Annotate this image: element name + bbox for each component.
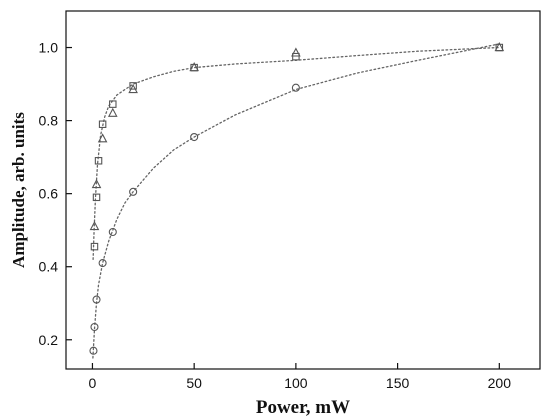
- triangle-marker: [189, 62, 199, 72]
- fit-curve-2: [92, 43, 500, 359]
- x-tick-label: 200: [488, 375, 512, 391]
- x-axis: 0 50 100 150 200: [89, 363, 512, 391]
- triangle-marker: [97, 133, 108, 143]
- circle-marker: [89, 346, 98, 355]
- square-marker: [292, 52, 300, 61]
- x-tick-label: 0: [89, 375, 97, 391]
- triangle-marker: [91, 178, 102, 189]
- square-marker: [94, 157, 103, 165]
- y-tick-label: 0.2: [39, 332, 59, 348]
- triangle-marker: [128, 83, 138, 94]
- fit-curve-1: [92, 46, 500, 261]
- y-axis: 0.2 0.4 0.6 0.8 1.0: [39, 40, 72, 348]
- triangle-marker: [107, 107, 118, 117]
- triangle-marker: [291, 47, 301, 57]
- y-axis-title: Amplitude, arb. units: [9, 112, 28, 268]
- y-tick-label: 0.4: [39, 259, 59, 275]
- square-marker: [92, 193, 101, 202]
- x-axis-title: Power, mW: [256, 397, 350, 418]
- circle-marker: [190, 132, 199, 142]
- x-tick-label: 50: [186, 375, 202, 391]
- plot-frame: [65, 10, 541, 370]
- square-marker: [98, 120, 107, 128]
- y-tick-label: 0.8: [39, 113, 59, 129]
- circle-marker: [129, 187, 138, 196]
- x-tick-label: 150: [386, 375, 410, 391]
- fit-curves: [92, 43, 500, 359]
- circle-marker: [98, 259, 107, 268]
- triangle-marker: [494, 41, 505, 52]
- triangle-marker: [89, 220, 100, 231]
- y-tick-label: 1.0: [39, 40, 59, 56]
- square-marker: [90, 242, 99, 251]
- square-marker: [109, 100, 117, 108]
- circle-marker: [92, 295, 101, 304]
- y-tick-label: 0.6: [39, 186, 59, 202]
- circle-marker: [291, 83, 300, 92]
- circle-marker: [90, 322, 99, 332]
- data-markers: [89, 41, 505, 355]
- circle-marker: [108, 227, 117, 237]
- x-tick-label: 100: [284, 375, 308, 391]
- square-marker: [129, 82, 137, 90]
